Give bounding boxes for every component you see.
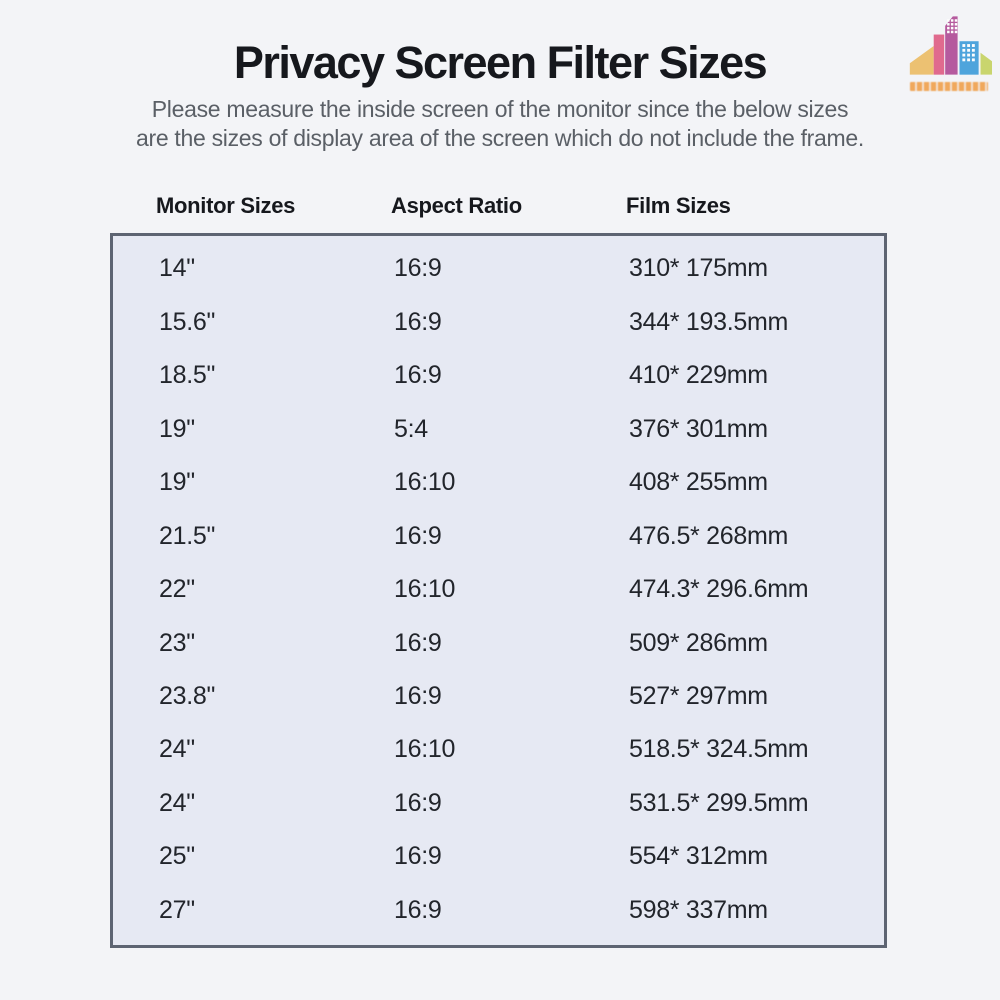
cell-aspect-ratio: 16:9 <box>394 254 442 283</box>
table-row: 19" 5:4 376* 301mm <box>113 402 884 455</box>
table-row: 18.5" 16:9 410* 229mm <box>113 349 884 402</box>
cell-aspect-ratio: 16:9 <box>394 681 442 710</box>
cell-aspect-ratio: 16:9 <box>394 307 442 336</box>
page-subtitle: Please measure the inside screen of the … <box>0 95 1000 153</box>
table-row: 21.5" 16:9 476.5* 268mm <box>113 509 884 562</box>
table-row: 22" 16:10 474.3* 296.6mm <box>113 563 884 616</box>
cell-monitor-size: 23" <box>159 628 195 657</box>
subtitle-line-1: Please measure the inside screen of the … <box>151 96 849 122</box>
cell-film-size: 531.5* 299.5mm <box>629 788 809 817</box>
cell-film-size: 410* 229mm <box>629 361 768 390</box>
cell-aspect-ratio: 16:10 <box>394 575 456 604</box>
cell-film-size: 554* 312mm <box>629 842 768 871</box>
table-row: 23.8" 16:9 527* 297mm <box>113 670 884 723</box>
table-row: 25" 16:9 554* 312mm <box>113 830 884 883</box>
page-title: Privacy Screen Filter Sizes <box>233 37 768 88</box>
size-table: Monitor Sizes Aspect Ratio Film Sizes 14… <box>110 190 887 948</box>
brand-logo <box>906 13 992 91</box>
table-row: 23" 16:9 509* 286mm <box>113 616 884 669</box>
cell-aspect-ratio: 16:10 <box>394 468 456 497</box>
building-windows <box>947 19 958 34</box>
cell-monitor-size: 24" <box>159 735 195 764</box>
cell-monitor-size: 23.8" <box>159 681 216 710</box>
cell-aspect-ratio: 16:10 <box>394 735 456 764</box>
cell-aspect-ratio: 16:9 <box>394 788 442 817</box>
cell-film-size: 376* 301mm <box>629 414 768 443</box>
table-row: 24" 16:9 531.5* 299.5mm <box>113 777 884 830</box>
table-row: 19" 16:10 408* 255mm <box>113 456 884 509</box>
cell-monitor-size: 19" <box>159 414 195 443</box>
cell-aspect-ratio: 16:9 <box>394 361 442 390</box>
cell-film-size: 518.5* 324.5mm <box>629 735 809 764</box>
cell-monitor-size: 19" <box>159 468 195 497</box>
cell-film-size: 598* 337mm <box>629 895 768 924</box>
table-row: 27" 16:9 598* 337mm <box>113 884 884 937</box>
cell-monitor-size: 27" <box>159 895 195 924</box>
cell-film-size: 408* 255mm <box>629 468 768 497</box>
cell-film-size: 476.5* 268mm <box>629 521 788 550</box>
cell-film-size: 474.3* 296.6mm <box>629 575 809 604</box>
cell-film-size: 509* 286mm <box>629 628 768 657</box>
cell-film-size: 527* 297mm <box>629 681 768 710</box>
city-buildings-icon <box>909 16 992 75</box>
column-header-film-sizes: Film Sizes <box>626 193 731 218</box>
cell-aspect-ratio: 16:9 <box>394 842 442 871</box>
cell-monitor-size: 14" <box>159 254 195 283</box>
cell-aspect-ratio: 16:9 <box>394 521 442 550</box>
cell-monitor-size: 18.5" <box>159 361 216 390</box>
cell-aspect-ratio: 16:9 <box>394 628 442 657</box>
column-header-aspect-ratio: Aspect Ratio <box>391 193 522 218</box>
cell-monitor-size: 24" <box>159 788 195 817</box>
cell-film-size: 344* 193.5mm <box>629 307 788 336</box>
column-header-monitor-sizes: Monitor Sizes <box>156 193 296 218</box>
size-table-body: 14" 16:9 310* 175mm 15.6" 16:9 344* 193.5mm 18… <box>110 233 887 948</box>
cell-aspect-ratio: 5:4 <box>394 414 428 443</box>
table-header-row: Monitor Sizes Aspect Ratio Film Sizes <box>110 190 887 222</box>
cell-film-size: 310* 175mm <box>629 254 768 283</box>
subtitle-line-2: are the sizes of display area of the scr… <box>136 125 864 151</box>
cell-monitor-size: 21.5" <box>159 521 216 550</box>
brand-wordmark-illegible <box>910 82 988 91</box>
cell-aspect-ratio: 16:9 <box>394 895 442 924</box>
table-row: 24" 16:10 518.5* 324.5mm <box>113 723 884 776</box>
table-row: 14" 16:9 310* 175mm <box>113 242 884 295</box>
cell-monitor-size: 22" <box>159 575 195 604</box>
cell-monitor-size: 25" <box>159 842 195 871</box>
table-row: 15.6" 16:9 344* 193.5mm <box>113 295 884 348</box>
cell-monitor-size: 15.6" <box>159 307 216 336</box>
building-windows <box>962 44 975 62</box>
